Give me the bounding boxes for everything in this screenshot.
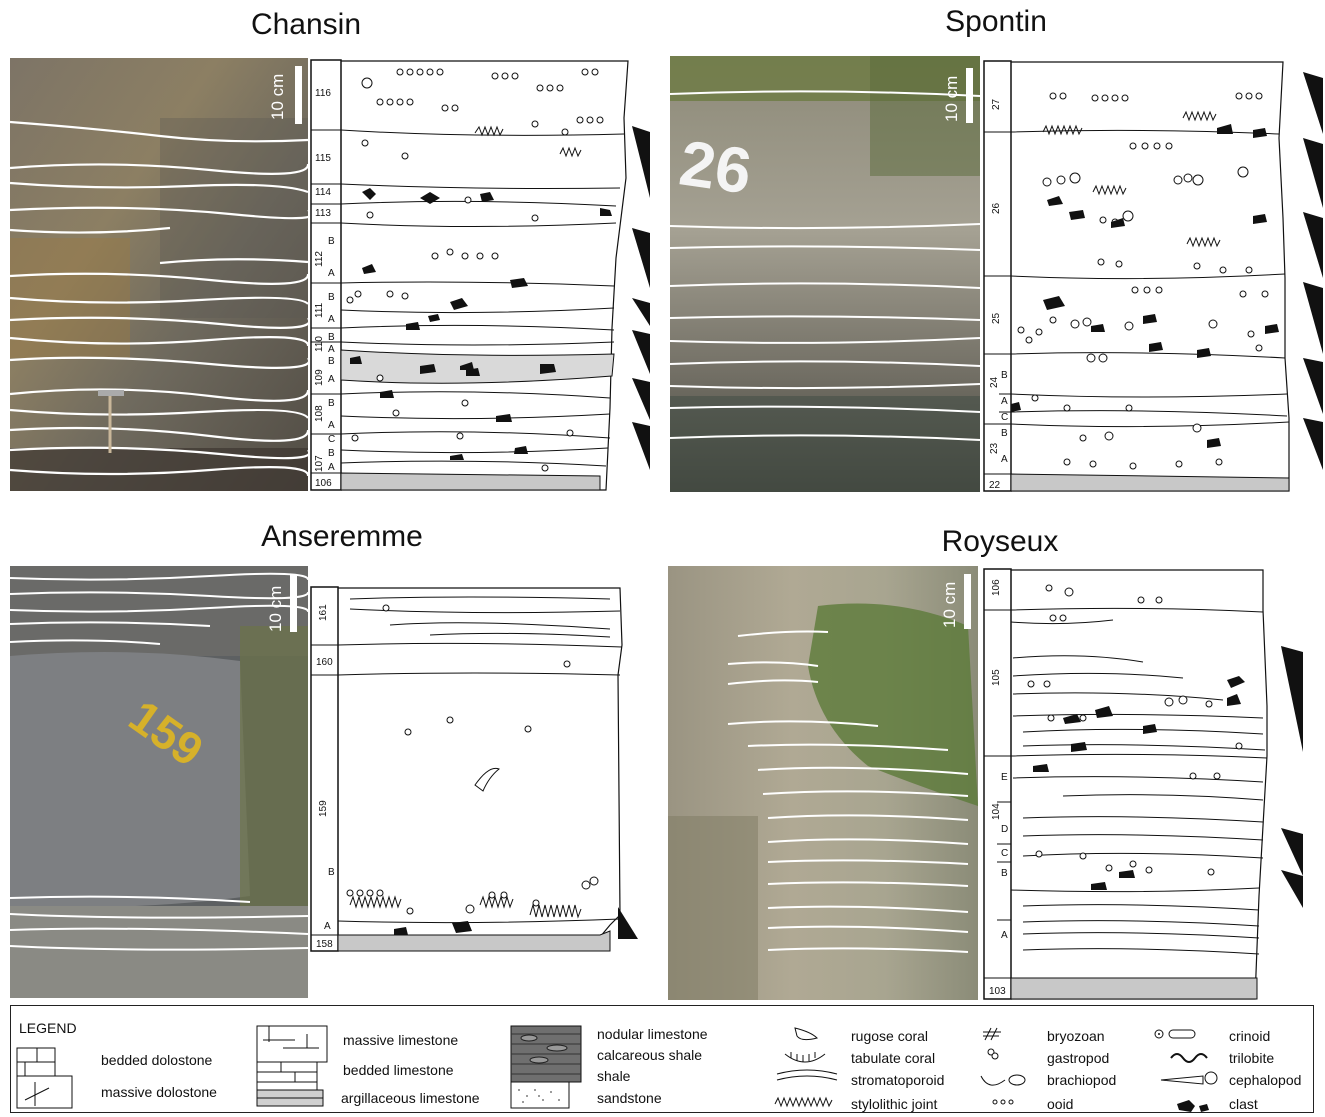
panel-title-royseux: Royseux xyxy=(941,525,1059,558)
legend-nodular-limestone: nodular limestone xyxy=(597,1026,708,1042)
legend-fossil-symbols-3 xyxy=(1154,1029,1218,1112)
bed-label: C xyxy=(1001,848,1008,859)
outcrop-photo-royseux: 10 cm xyxy=(668,566,978,1000)
legend-argillaceous-limestone: argillaceous limestone xyxy=(341,1090,480,1106)
strat-log-spontin: 27 26 25 24 B A C B 23 A 22 xyxy=(983,60,1323,492)
scale-label: 10 cm xyxy=(266,585,285,632)
bed-label: 104 xyxy=(991,803,1002,820)
bed-label: B xyxy=(328,867,335,878)
bed-label: A xyxy=(328,268,335,279)
legend-bedded-limestone: bedded limestone xyxy=(343,1062,454,1078)
bed-label: 23 xyxy=(989,442,1000,454)
legend-fossil-symbols-1 xyxy=(774,1027,838,1108)
legend-stromatoporoid: stromatoporoid xyxy=(851,1072,945,1088)
bed-label: A xyxy=(1001,396,1008,407)
strat-log-chansin: 116 115 114 113 112 B A 111 B A 110 B A … xyxy=(310,59,650,491)
scale-label: 10 cm xyxy=(942,75,961,122)
bed-label: 106 xyxy=(315,478,332,489)
legend-title: LEGEND xyxy=(19,1020,77,1036)
bed-label: B xyxy=(328,356,335,367)
bed-label: B xyxy=(328,332,335,343)
legend: LEGEND bedded dolostone massive doloston… xyxy=(10,1005,1314,1113)
bed-label: 160 xyxy=(316,657,333,668)
bed-label: 159 xyxy=(318,800,329,817)
bed-label: 116 xyxy=(315,88,331,99)
bed-label: A xyxy=(324,921,331,932)
bed-label: B xyxy=(1001,428,1008,439)
outcrop-photo-chansin: 10 cm xyxy=(10,58,308,491)
scale-label: 10 cm xyxy=(940,581,959,628)
bed-label: B xyxy=(1001,370,1008,381)
bed-label: 158 xyxy=(316,939,333,950)
bed-label: B xyxy=(1001,868,1008,879)
panel-title-chansin: Chansin xyxy=(250,8,362,41)
bed-label: 161 xyxy=(318,604,329,621)
panel-title-spontin: Spontin xyxy=(945,5,1047,38)
legend-sandstone: sandstone xyxy=(597,1090,662,1106)
bed-label: 115 xyxy=(315,153,331,164)
legend-bryozoan: bryozoan xyxy=(1047,1028,1105,1044)
bed-label: 107 xyxy=(314,455,325,472)
scale-label: 10 cm xyxy=(268,73,287,120)
bed-label: 114 xyxy=(315,187,331,198)
bed-label: 103 xyxy=(989,986,1006,997)
bed-label: B xyxy=(328,448,335,459)
strat-log-royseux: 106 105 E 104 D C B A 103 xyxy=(983,568,1303,1000)
legend-massive-limestone: massive limestone xyxy=(343,1032,459,1048)
bed-label: 109 xyxy=(314,369,325,386)
outcrop-photo-anseremme: 159 10 cm xyxy=(10,566,308,998)
legend-gastropod: gastropod xyxy=(1047,1050,1110,1066)
bed-label: A xyxy=(1001,454,1008,465)
legend-brachiopod: brachiopod xyxy=(1047,1072,1117,1088)
outcrop-photo-spontin: 26 10 cm xyxy=(670,56,980,492)
bed-label: 24 xyxy=(989,376,1000,388)
legend-dolostone-swatch xyxy=(16,1047,73,1109)
bed-label: B xyxy=(328,398,335,409)
bed-label: 26 xyxy=(991,202,1002,214)
bed-label: A xyxy=(328,314,335,325)
bed-label: C xyxy=(328,434,335,445)
bed-label: 112 xyxy=(314,251,325,267)
bed-label: 25 xyxy=(991,312,1002,324)
bed-label: 108 xyxy=(314,405,325,422)
legend-stylolithic-joint: stylolithic joint xyxy=(851,1096,938,1112)
legend-crinoid: crinoid xyxy=(1229,1028,1271,1044)
bed-label: E xyxy=(1001,772,1008,783)
legend-trilobite: trilobite xyxy=(1229,1050,1275,1066)
bed-label: 110 xyxy=(314,336,325,352)
legend-bedded-dolostone: bedded dolostone xyxy=(101,1052,213,1068)
legend-calcareous-shale: calcareous shale xyxy=(597,1047,703,1063)
legend-shale: shale xyxy=(597,1068,631,1084)
bed-label: B xyxy=(328,292,335,303)
bed-label: 27 xyxy=(991,98,1002,110)
bed-label: D xyxy=(1001,824,1008,835)
bed-label: A xyxy=(1001,930,1008,941)
bed-label: A xyxy=(328,374,335,385)
legend-ooid: ooid xyxy=(1047,1096,1074,1112)
legend-limestone-swatch xyxy=(256,1025,328,1107)
legend-fossil-symbols-2 xyxy=(980,1027,1026,1105)
legend-tabulate-coral: tabulate coral xyxy=(851,1050,936,1066)
bed-label: 111 xyxy=(314,302,325,318)
legend-shale-sandstone-swatch xyxy=(510,1025,582,1109)
photo-label-26: 26 xyxy=(675,126,756,208)
bed-label: A xyxy=(328,462,335,473)
bed-label: 113 xyxy=(315,208,331,219)
bed-label: A xyxy=(328,344,335,355)
legend-rugose-coral: rugose coral xyxy=(851,1028,929,1044)
strat-log-anseremme: 161 160 159 B A 158 xyxy=(310,586,638,952)
legend-clast: clast xyxy=(1229,1096,1258,1112)
bed-label: 22 xyxy=(989,480,1001,491)
bed-label: B xyxy=(328,236,335,247)
bed-label: 106 xyxy=(991,579,1002,596)
bed-label: 105 xyxy=(991,669,1002,686)
bed-label: C xyxy=(1001,412,1008,423)
bed-label: A xyxy=(328,420,335,431)
legend-massive-dolostone: massive dolostone xyxy=(101,1084,217,1100)
legend-cephalopod: cephalopod xyxy=(1229,1072,1302,1088)
panel-title-anseremme: Anseremme xyxy=(261,520,423,553)
